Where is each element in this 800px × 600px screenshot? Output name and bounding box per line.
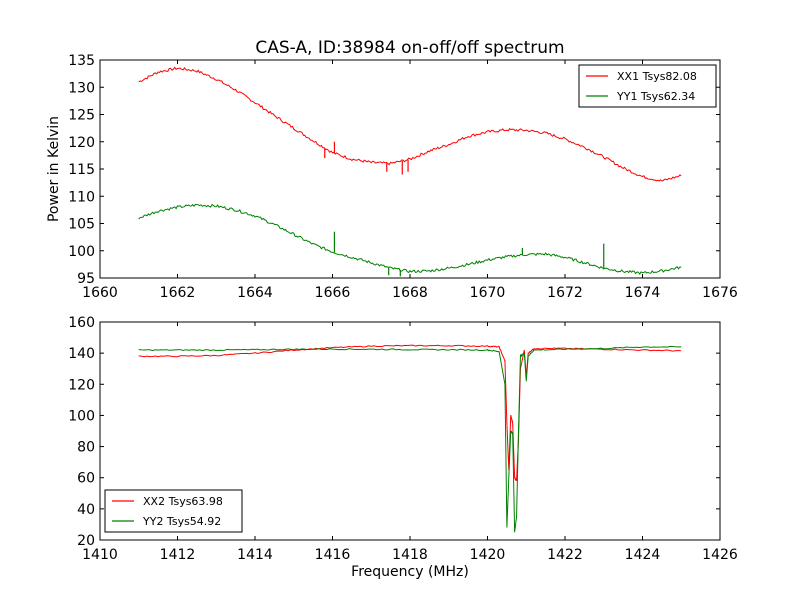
- series-line: [138, 66, 682, 182]
- x-axis-label: Frequency (MHz): [351, 564, 469, 580]
- y-tick-label: 100: [68, 244, 95, 260]
- x-tick-label: 1410: [82, 547, 118, 563]
- y-tick-label: 110: [68, 189, 95, 205]
- x-tick-label: 1412: [160, 547, 196, 563]
- y-tick-label: 130: [68, 80, 95, 96]
- x-tick-label: 1422: [547, 547, 583, 563]
- legend-label: XX1 Tsys82.08: [617, 70, 697, 83]
- y-tick-label: 120: [68, 135, 95, 151]
- x-tick-label: 1414: [237, 547, 273, 563]
- y-tick-label: 40: [77, 502, 95, 518]
- x-tick-label: 1676: [702, 285, 738, 301]
- y-tick-label: 120: [68, 377, 95, 393]
- x-tick-label: 1670: [470, 285, 506, 301]
- legend: XX2 Tsys63.98 YY2 Tsys54.92: [104, 489, 243, 533]
- y-tick-label: 140: [68, 346, 95, 362]
- y-tick-label: 20: [77, 533, 95, 549]
- x-tick-label: 1420: [470, 547, 506, 563]
- chart-title: CAS-A, ID:38984 on-off/off spectrum: [255, 38, 564, 58]
- plot-area: [138, 66, 682, 277]
- legend-box: [578, 64, 717, 108]
- plot-area: [138, 344, 682, 533]
- y-tick-label: 160: [68, 315, 95, 331]
- legend-label: XX2 Tsys63.98: [143, 495, 223, 508]
- axes-frame: [99, 321, 721, 541]
- y-tick-label: 105: [68, 217, 95, 233]
- series-line: [138, 345, 682, 533]
- x-tick-label: 1418: [392, 547, 428, 563]
- x-tick-label: 1668: [392, 285, 428, 301]
- series-line: [138, 203, 682, 275]
- x-tick-label: 1426: [702, 547, 738, 563]
- top-spectrum-chart: CAS-A, ID:38984 on-off/off spectrum Powe…: [46, 38, 738, 301]
- x-tick-label: 1424: [625, 547, 661, 563]
- x-tick-label: 1672: [547, 285, 583, 301]
- y-tick-label: 60: [77, 471, 95, 487]
- y-tick-label: 125: [68, 108, 95, 124]
- y-tick-label: 100: [68, 408, 95, 424]
- x-tick-label: 1416: [315, 547, 351, 563]
- legend: XX1 Tsys82.08 YY1 Tsys62.34: [578, 64, 717, 108]
- x-tick-label: 1666: [315, 285, 351, 301]
- bottom-spectrum-chart: Frequency (MHz) 1410 1412 1414 1416 1418 1420…: [68, 315, 738, 580]
- y-tick-label: 115: [68, 162, 95, 178]
- legend-label: YY1 Tsys62.34: [616, 90, 695, 103]
- x-tick-label: 1662: [160, 285, 196, 301]
- x-tick-label: 1664: [237, 285, 273, 301]
- x-tick-label: 1660: [82, 285, 118, 301]
- x-tick-label: 1674: [625, 285, 661, 301]
- y-tick-label: 135: [68, 53, 95, 69]
- series-line: [138, 344, 682, 481]
- axis-ticks: 1660 1662 1664 1666 1668 1670 1672 1674 1676 95 10…: [68, 53, 738, 301]
- axes-frame: [99, 59, 721, 279]
- y-tick-label: 80: [77, 440, 95, 456]
- axis-ticks: 1410 1412 1414 1416 1418 1420 1422 1424 1426 20 40…: [68, 315, 738, 563]
- y-axis-label: Power in Kelvin: [46, 116, 62, 222]
- y-tick-label: 95: [77, 271, 95, 287]
- legend-box: [104, 489, 243, 533]
- legend-label: YY2 Tsys54.92: [142, 515, 221, 528]
